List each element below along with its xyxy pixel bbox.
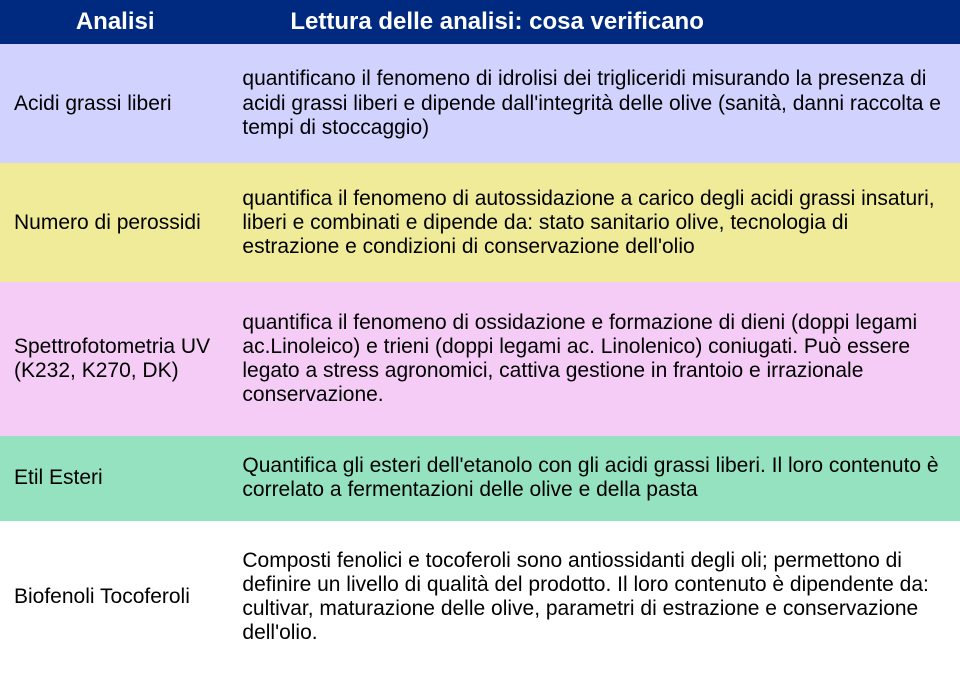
header-col-analisi: Analisi	[0, 0, 230, 44]
table-row: Etil Esteri Quantifica gli esteri dell'e…	[0, 436, 960, 521]
header-col-lettura: Lettura delle analisi: cosa verificano	[230, 0, 960, 44]
row-label: Spettrofotometria UV (K232, K270, DK)	[0, 282, 230, 435]
row-desc: quantifica il fenomeno di ossidazione e …	[230, 282, 960, 435]
row-label: Biofenoli Tocoferoli	[0, 521, 230, 674]
table-row: Numero di perossidi quantifica il fenome…	[0, 163, 960, 282]
row-label: Acidi grassi liberi	[0, 44, 230, 163]
table-row: Acidi grassi liberi quantificano il feno…	[0, 44, 960, 163]
table-row: Spettrofotometria UV (K232, K270, DK) qu…	[0, 282, 960, 435]
analysis-table: Analisi Lettura delle analisi: cosa veri…	[0, 0, 960, 674]
row-label: Numero di perossidi	[0, 163, 230, 282]
row-desc: Composti fenolici e tocoferoli sono anti…	[230, 521, 960, 674]
row-label: Etil Esteri	[0, 436, 230, 521]
row-desc: quantifica il fenomeno di autossidazione…	[230, 163, 960, 282]
header-row: Analisi Lettura delle analisi: cosa veri…	[0, 0, 960, 44]
row-desc: quantificano il fenomeno di idrolisi dei…	[230, 44, 960, 163]
table-body: Acidi grassi liberi quantificano il feno…	[0, 44, 960, 674]
table-row: Biofenoli Tocoferoli Composti fenolici e…	[0, 521, 960, 674]
row-desc: Quantifica gli esteri dell'etanolo con g…	[230, 436, 960, 521]
